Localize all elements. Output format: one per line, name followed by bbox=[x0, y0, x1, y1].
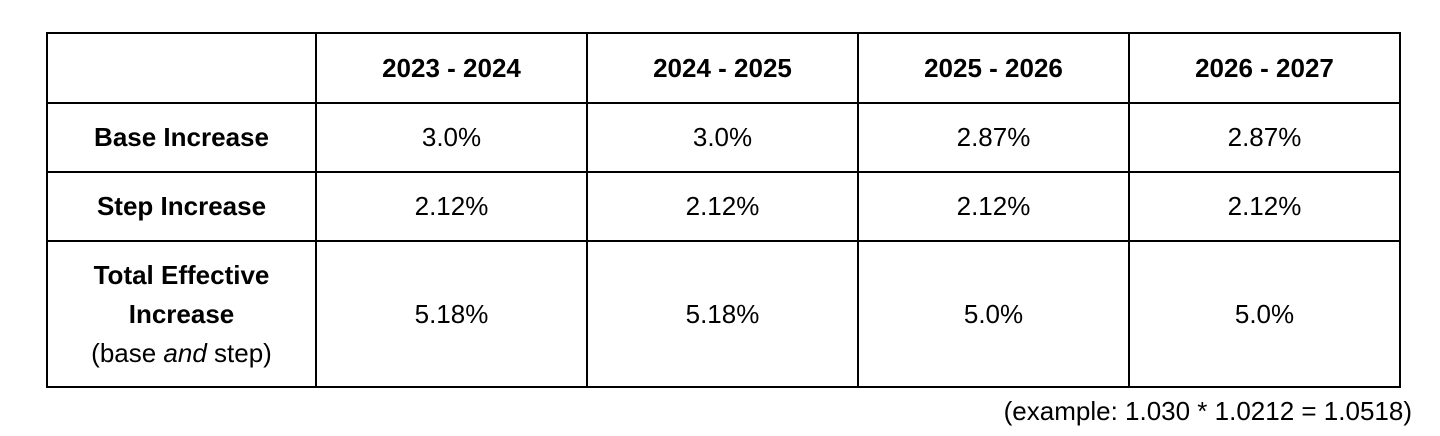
increase-table-container: 2023 - 2024 2024 - 2025 2025 - 2026 2026… bbox=[46, 32, 1401, 388]
table-row-base-increase: Base Increase 3.0% 3.0% 2.87% 2.87% bbox=[46, 102, 1401, 173]
table-cell: 5.0% bbox=[1128, 240, 1401, 388]
table-cell: 2.12% bbox=[857, 171, 1130, 242]
row-label: Step Increase bbox=[46, 171, 317, 242]
header-empty-cell bbox=[46, 32, 317, 104]
note-emphasis: and bbox=[163, 337, 207, 368]
column-header: 2024 - 2025 bbox=[586, 32, 859, 104]
table-cell: 2.87% bbox=[1128, 102, 1401, 173]
salary-increase-table: 2023 - 2024 2024 - 2025 2025 - 2026 2026… bbox=[46, 32, 1401, 388]
table-cell: 5.18% bbox=[586, 240, 859, 388]
table-row-step-increase: Step Increase 2.12% 2.12% 2.12% 2.12% bbox=[46, 171, 1401, 242]
row-label: Base Increase bbox=[46, 102, 317, 173]
note-text: (base bbox=[91, 337, 164, 368]
table-cell: 5.18% bbox=[315, 240, 588, 388]
table-cell: 3.0% bbox=[586, 102, 859, 173]
table-cell: 3.0% bbox=[315, 102, 588, 173]
row-label-total: Total Effective Increase (base and step) bbox=[46, 240, 317, 388]
column-header: 2023 - 2024 bbox=[315, 32, 588, 104]
table-cell: 2.12% bbox=[586, 171, 859, 242]
column-header: 2026 - 2027 bbox=[1128, 32, 1401, 104]
row-label-line: Increase bbox=[128, 298, 235, 329]
table-row-total-effective-increase: Total Effective Increase (base and step)… bbox=[46, 240, 1401, 388]
example-footnote: (example: 1.030 * 1.0212 = 1.0518) bbox=[1003, 396, 1412, 426]
table-cell: 5.0% bbox=[857, 240, 1130, 388]
note-text: step) bbox=[206, 337, 272, 368]
table-cell: 2.12% bbox=[1128, 171, 1401, 242]
row-label-line: Total Effective bbox=[93, 259, 270, 290]
column-header: 2025 - 2026 bbox=[857, 32, 1130, 104]
table-cell: 2.12% bbox=[315, 171, 588, 242]
table-header-row: 2023 - 2024 2024 - 2025 2025 - 2026 2026… bbox=[46, 32, 1401, 104]
table-cell: 2.87% bbox=[857, 102, 1130, 173]
row-label-note: (base and step) bbox=[48, 334, 315, 373]
